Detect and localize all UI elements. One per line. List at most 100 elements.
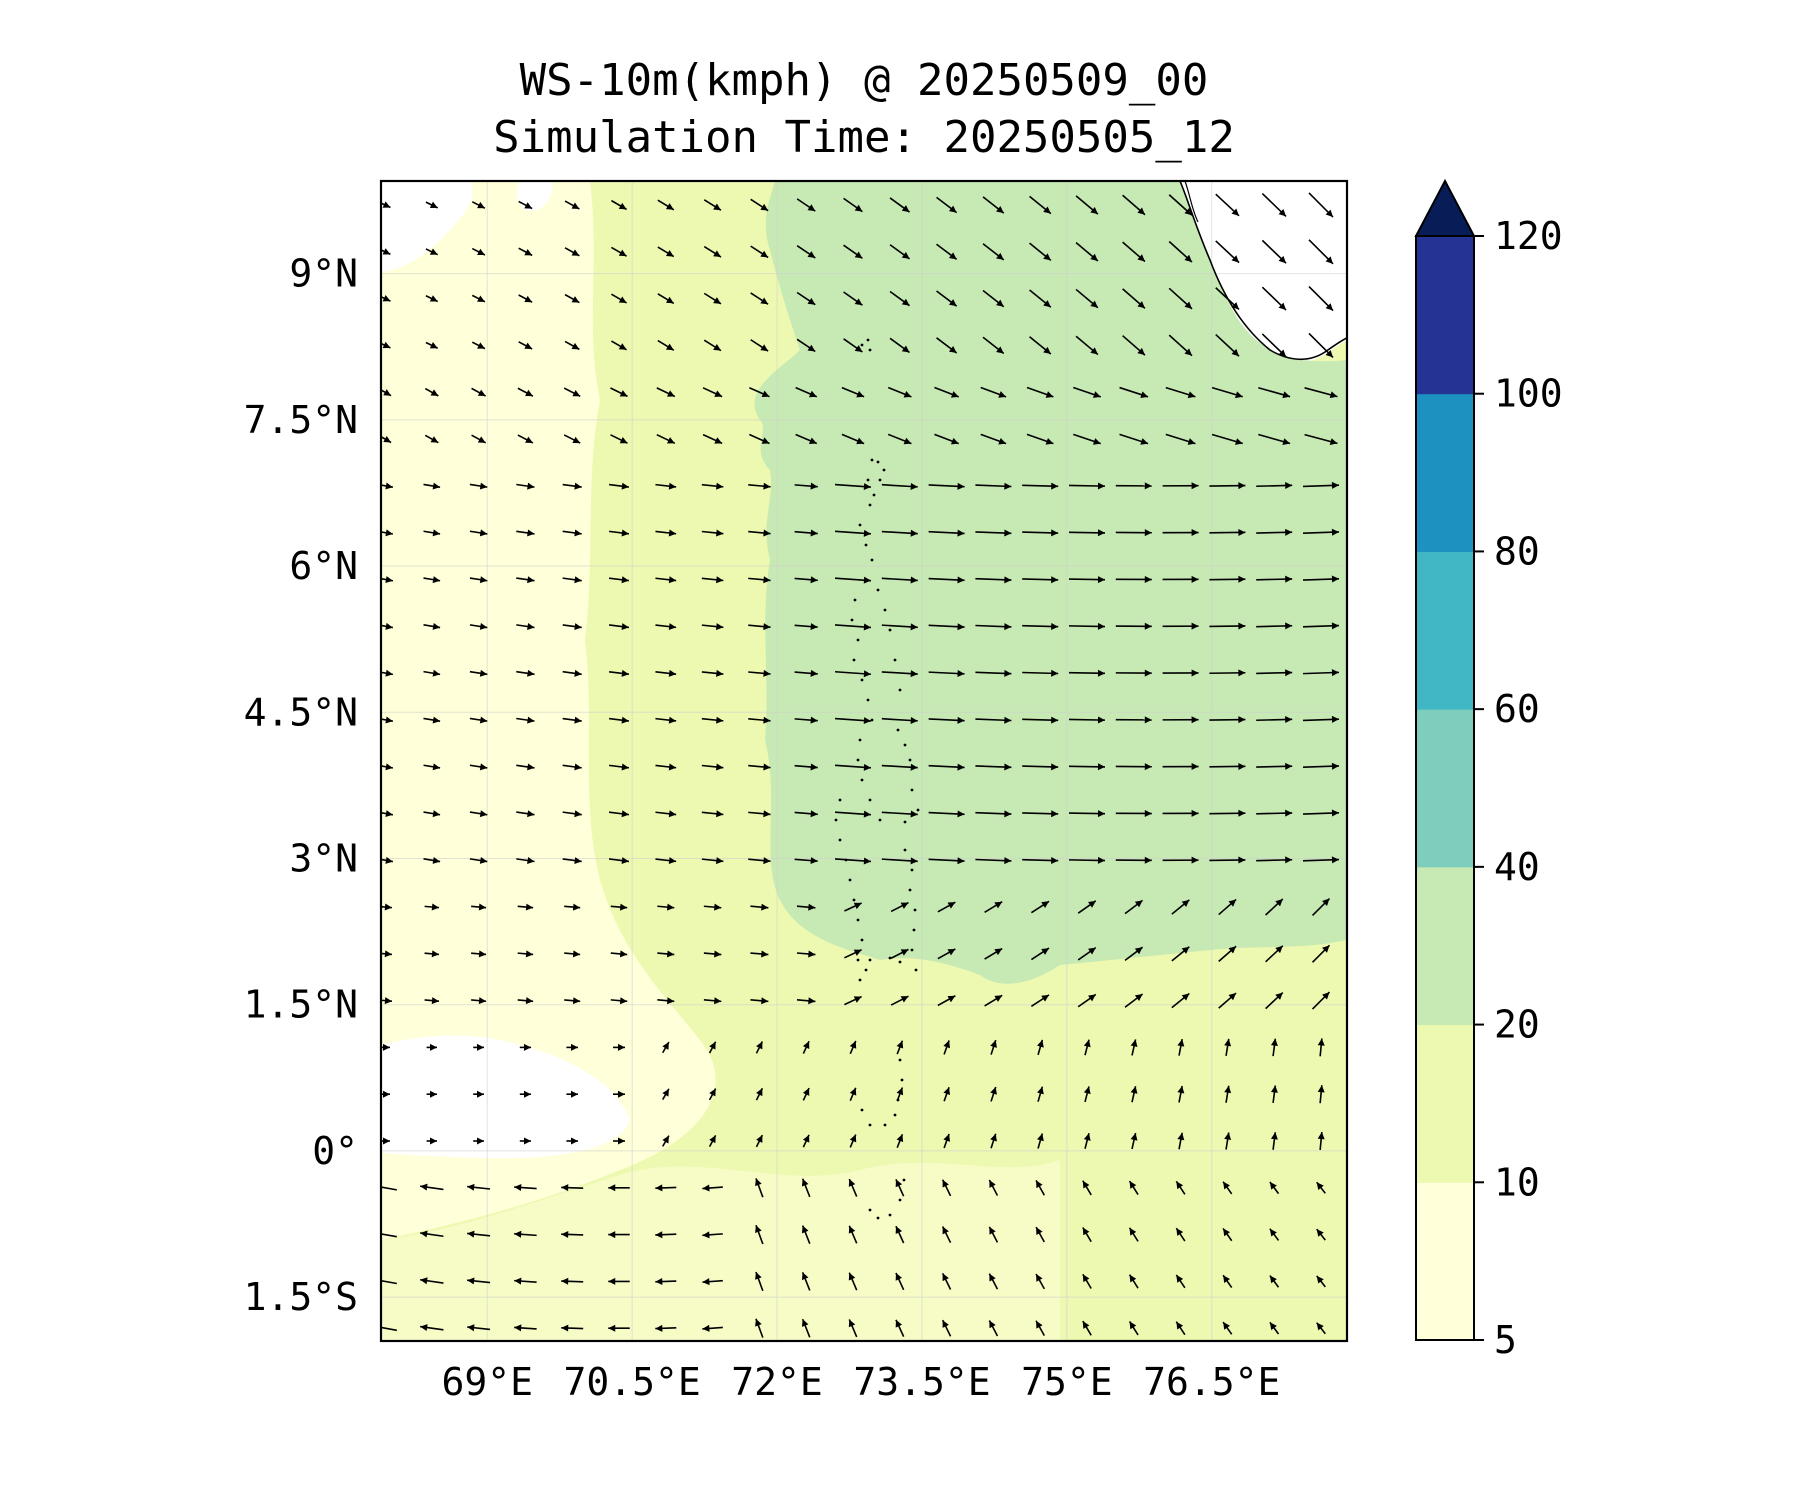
arrow-icon: [657, 293, 675, 305]
arrow-icon: [881, 810, 918, 818]
colorbar-segment: [1416, 551, 1474, 710]
lat-tick-label: 9°N: [289, 252, 358, 296]
island-dot: [860, 678, 864, 682]
colorbar-tick-label: 20: [1494, 1003, 1540, 1047]
arrow-icon: [1115, 529, 1152, 537]
arrow-icon: [1209, 809, 1246, 817]
arrow-icon: [1082, 1227, 1092, 1243]
arrow-icon: [988, 1273, 999, 1290]
lon-tick-label: 72°E: [731, 1360, 823, 1404]
arrow-icon: [1177, 1038, 1185, 1056]
arrow-icon: [703, 292, 722, 305]
island-dot: [883, 1123, 887, 1127]
arrow-icon: [425, 341, 439, 349]
arrow-icon: [517, 950, 534, 958]
arrow-icon: [794, 482, 818, 490]
arrow-icon: [1256, 669, 1293, 677]
lat-tick-label: 1.5°S: [244, 1275, 358, 1319]
arrow-icon: [1269, 1181, 1280, 1195]
arrow-icon: [748, 482, 771, 490]
arrow-icon: [381, 856, 394, 864]
arrow-icon: [1256, 575, 1293, 583]
arrow-icon: [381, 997, 393, 1005]
arrow-icon: [934, 386, 960, 398]
arrow-icon: [843, 291, 863, 306]
island-dot: [858, 978, 862, 982]
arrow-icon: [890, 948, 909, 959]
arrow-icon: [795, 433, 818, 445]
arrow-icon: [1115, 716, 1152, 724]
arrow-icon: [1030, 900, 1050, 914]
arrow-icon: [519, 1090, 531, 1098]
island-dot: [898, 960, 902, 964]
arrow-icon: [843, 244, 863, 260]
arrow-icon: [1302, 622, 1340, 630]
arrow-icon: [1302, 481, 1340, 489]
lon-tick-label: 76.5°E: [1143, 1360, 1280, 1404]
title-line-2: Simulation Time: 20250505_12: [493, 112, 1235, 163]
lon-tick-label: 73.5°E: [853, 1360, 990, 1404]
arrow-icon: [1269, 1275, 1280, 1288]
colorbar-tick-label: 80: [1494, 529, 1540, 573]
arrow-icon: [801, 1178, 811, 1198]
island-dot: [910, 788, 914, 792]
arrow-icon: [1073, 386, 1101, 398]
arrow-icon: [1075, 242, 1099, 262]
arrow-icon: [1265, 945, 1284, 963]
arrow-icon: [1215, 333, 1240, 357]
arrow-icon: [702, 1184, 723, 1192]
arrow-icon: [982, 336, 1005, 355]
arrow-icon: [608, 576, 630, 584]
arrow-icon: [1168, 334, 1193, 357]
arrow-icon: [561, 1230, 584, 1238]
arrow-icon: [928, 810, 965, 818]
arrow-icon: [1162, 763, 1199, 771]
arrow-icon: [1175, 1274, 1186, 1289]
arrow-icon: [748, 669, 771, 677]
arrow-icon: [420, 1183, 444, 1191]
arrow-icon: [423, 856, 441, 864]
arrow-icon: [1218, 945, 1237, 962]
island-dot: [893, 658, 897, 662]
arrow-icon: [566, 1137, 578, 1145]
arrow-icon: [1256, 622, 1293, 630]
arrow-icon: [1073, 433, 1101, 445]
arrow-icon: [656, 387, 676, 398]
arrow-icon: [562, 669, 582, 677]
island-dot: [856, 638, 860, 642]
arrow-icon: [843, 197, 863, 213]
arrow-icon: [425, 248, 439, 256]
arrow-icon: [1308, 332, 1334, 358]
arrow-icon: [1115, 763, 1152, 771]
arrow-icon: [469, 716, 488, 724]
arrow-icon: [1218, 898, 1237, 916]
arrow-icon: [702, 1324, 723, 1332]
arrow-icon: [467, 1230, 491, 1238]
arrow-icon: [702, 1231, 723, 1239]
arrow-icon: [471, 387, 487, 397]
arrow-icon: [662, 1041, 670, 1054]
arrow-icon: [1082, 1320, 1092, 1336]
arrow-icon: [1115, 575, 1152, 583]
arrow-icon: [943, 1040, 951, 1055]
arrow-icon: [748, 576, 771, 584]
arrow-icon: [1175, 1227, 1186, 1242]
arrow-icon: [469, 623, 488, 630]
arrow-icon: [834, 483, 872, 491]
island-dot: [860, 1108, 864, 1112]
arrow-icon: [1162, 809, 1199, 817]
arrow-icon: [471, 950, 487, 958]
arrow-icon: [896, 1040, 904, 1055]
arrow-icon: [381, 669, 394, 677]
calm-patch-northwest: [381, 181, 473, 272]
arrow-icon: [1075, 288, 1099, 309]
arrow-icon: [1269, 1228, 1280, 1241]
arrow-icon: [1168, 287, 1193, 310]
arrow-icon: [1224, 1085, 1232, 1103]
island-dot: [896, 728, 900, 732]
arrow-icon: [1022, 482, 1059, 490]
arrow-icon: [655, 529, 677, 537]
arrow-icon: [749, 433, 770, 445]
arrow-icon: [849, 1134, 857, 1148]
arrow-icon: [1258, 386, 1291, 399]
